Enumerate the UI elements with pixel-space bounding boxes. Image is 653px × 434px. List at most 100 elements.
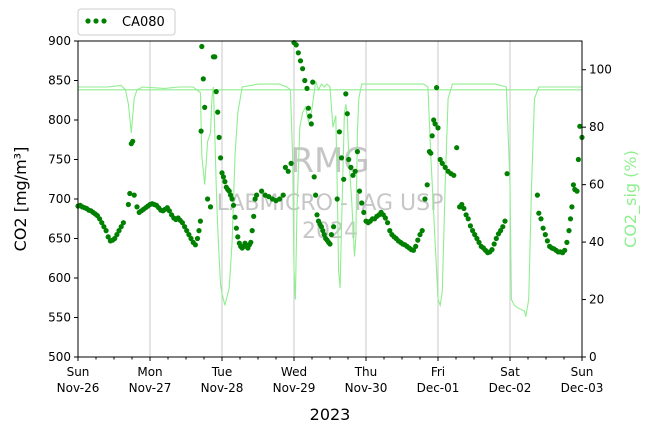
data-point — [320, 228, 326, 234]
data-point — [186, 232, 192, 238]
data-point — [130, 138, 136, 144]
data-point — [429, 133, 435, 139]
data-point — [476, 239, 482, 245]
data-point — [493, 235, 499, 242]
data-point — [575, 156, 582, 163]
data-point — [232, 214, 238, 220]
data-point — [310, 79, 316, 85]
left-tick-label: 900 — [48, 34, 71, 48]
data-point — [569, 204, 575, 210]
data-point — [540, 225, 546, 231]
data-point — [179, 220, 185, 226]
data-point — [338, 155, 345, 161]
data-point — [327, 241, 333, 247]
data-point — [574, 188, 580, 194]
data-point — [431, 117, 437, 123]
data-point — [302, 77, 308, 84]
data-point — [254, 192, 260, 198]
data-point — [230, 202, 237, 208]
data-point — [308, 121, 314, 127]
data-point — [354, 149, 360, 155]
left-tick-label: 800 — [48, 113, 71, 127]
data-point — [334, 196, 340, 202]
legend-label-ca080: CA080 — [122, 15, 165, 30]
data-point — [188, 235, 194, 242]
x-tick-label-date: Nov-29 — [273, 381, 316, 395]
data-point — [472, 232, 478, 238]
right-tick-label: 80 — [589, 120, 604, 134]
data-point — [103, 228, 109, 234]
data-point — [461, 205, 467, 212]
data-point — [435, 125, 441, 131]
right-axis: 0 20 40 60 80 100 — [582, 63, 612, 364]
data-point — [131, 192, 137, 198]
data-point — [432, 121, 438, 127]
data-point — [328, 232, 334, 238]
legend-marker-1 — [85, 18, 91, 24]
data-point — [356, 188, 363, 194]
data-point — [361, 209, 367, 215]
x-tick-label-date: Nov-27 — [129, 381, 172, 395]
data-point — [463, 212, 469, 218]
data-point — [192, 242, 198, 248]
x-tick-label-day: Mon — [137, 365, 162, 379]
watermark: RMG LABMICRO - IAG USP 2024 — [217, 141, 444, 244]
x-tick-label-date: Nov-28 — [201, 381, 244, 395]
legend-marker-3 — [101, 18, 107, 24]
data-point — [313, 192, 319, 198]
data-point — [166, 208, 172, 214]
data-point — [502, 218, 508, 224]
left-tick-label: 850 — [48, 74, 71, 88]
data-point — [570, 182, 577, 188]
data-point — [321, 232, 327, 238]
data-point — [424, 182, 430, 188]
data-point — [343, 91, 349, 97]
data-point — [212, 54, 218, 60]
data-point — [504, 171, 510, 177]
right-tick-label: 0 — [589, 350, 597, 364]
data-point — [470, 228, 476, 234]
data-point — [280, 192, 286, 198]
data-point — [300, 66, 306, 72]
data-point — [474, 235, 480, 242]
x-axis-title: 2023 — [310, 405, 351, 424]
right-tick-label: 100 — [589, 63, 612, 77]
left-tick-label: 650 — [48, 232, 71, 246]
right-tick-label: 40 — [589, 235, 604, 249]
x-tick-label-date: Dec-02 — [489, 381, 532, 395]
data-point — [293, 42, 299, 48]
x-tick-label-day: Wed — [281, 365, 307, 379]
x-tick-label-day: Fri — [431, 365, 445, 379]
data-point — [134, 204, 140, 210]
data-point — [382, 215, 388, 221]
data-point — [437, 156, 443, 163]
data-point — [226, 188, 232, 194]
data-point — [114, 232, 120, 238]
left-tick-label: 550 — [48, 311, 71, 325]
data-point — [228, 192, 234, 198]
x-tick-label-day: Sun — [571, 365, 594, 379]
data-point — [182, 224, 188, 230]
data-point — [305, 105, 311, 111]
data-point — [534, 192, 541, 198]
data-point — [249, 228, 255, 234]
left-tick-label: 600 — [48, 271, 71, 285]
data-point — [116, 228, 122, 234]
data-point — [410, 247, 417, 253]
data-point — [282, 164, 288, 170]
data-point — [222, 179, 228, 185]
watermark-line-3: 2024 — [302, 219, 358, 244]
data-point — [297, 58, 304, 64]
data-point — [277, 196, 283, 202]
data-point — [207, 204, 214, 210]
data-point — [219, 170, 225, 176]
data-point — [434, 85, 440, 91]
data-point — [251, 213, 257, 219]
data-point — [105, 234, 111, 240]
data-point — [233, 225, 239, 231]
data-point — [577, 123, 583, 129]
data-point — [451, 172, 457, 178]
data-point — [288, 160, 294, 166]
y-axis-right-title: CO2_sig (%) — [621, 150, 641, 248]
